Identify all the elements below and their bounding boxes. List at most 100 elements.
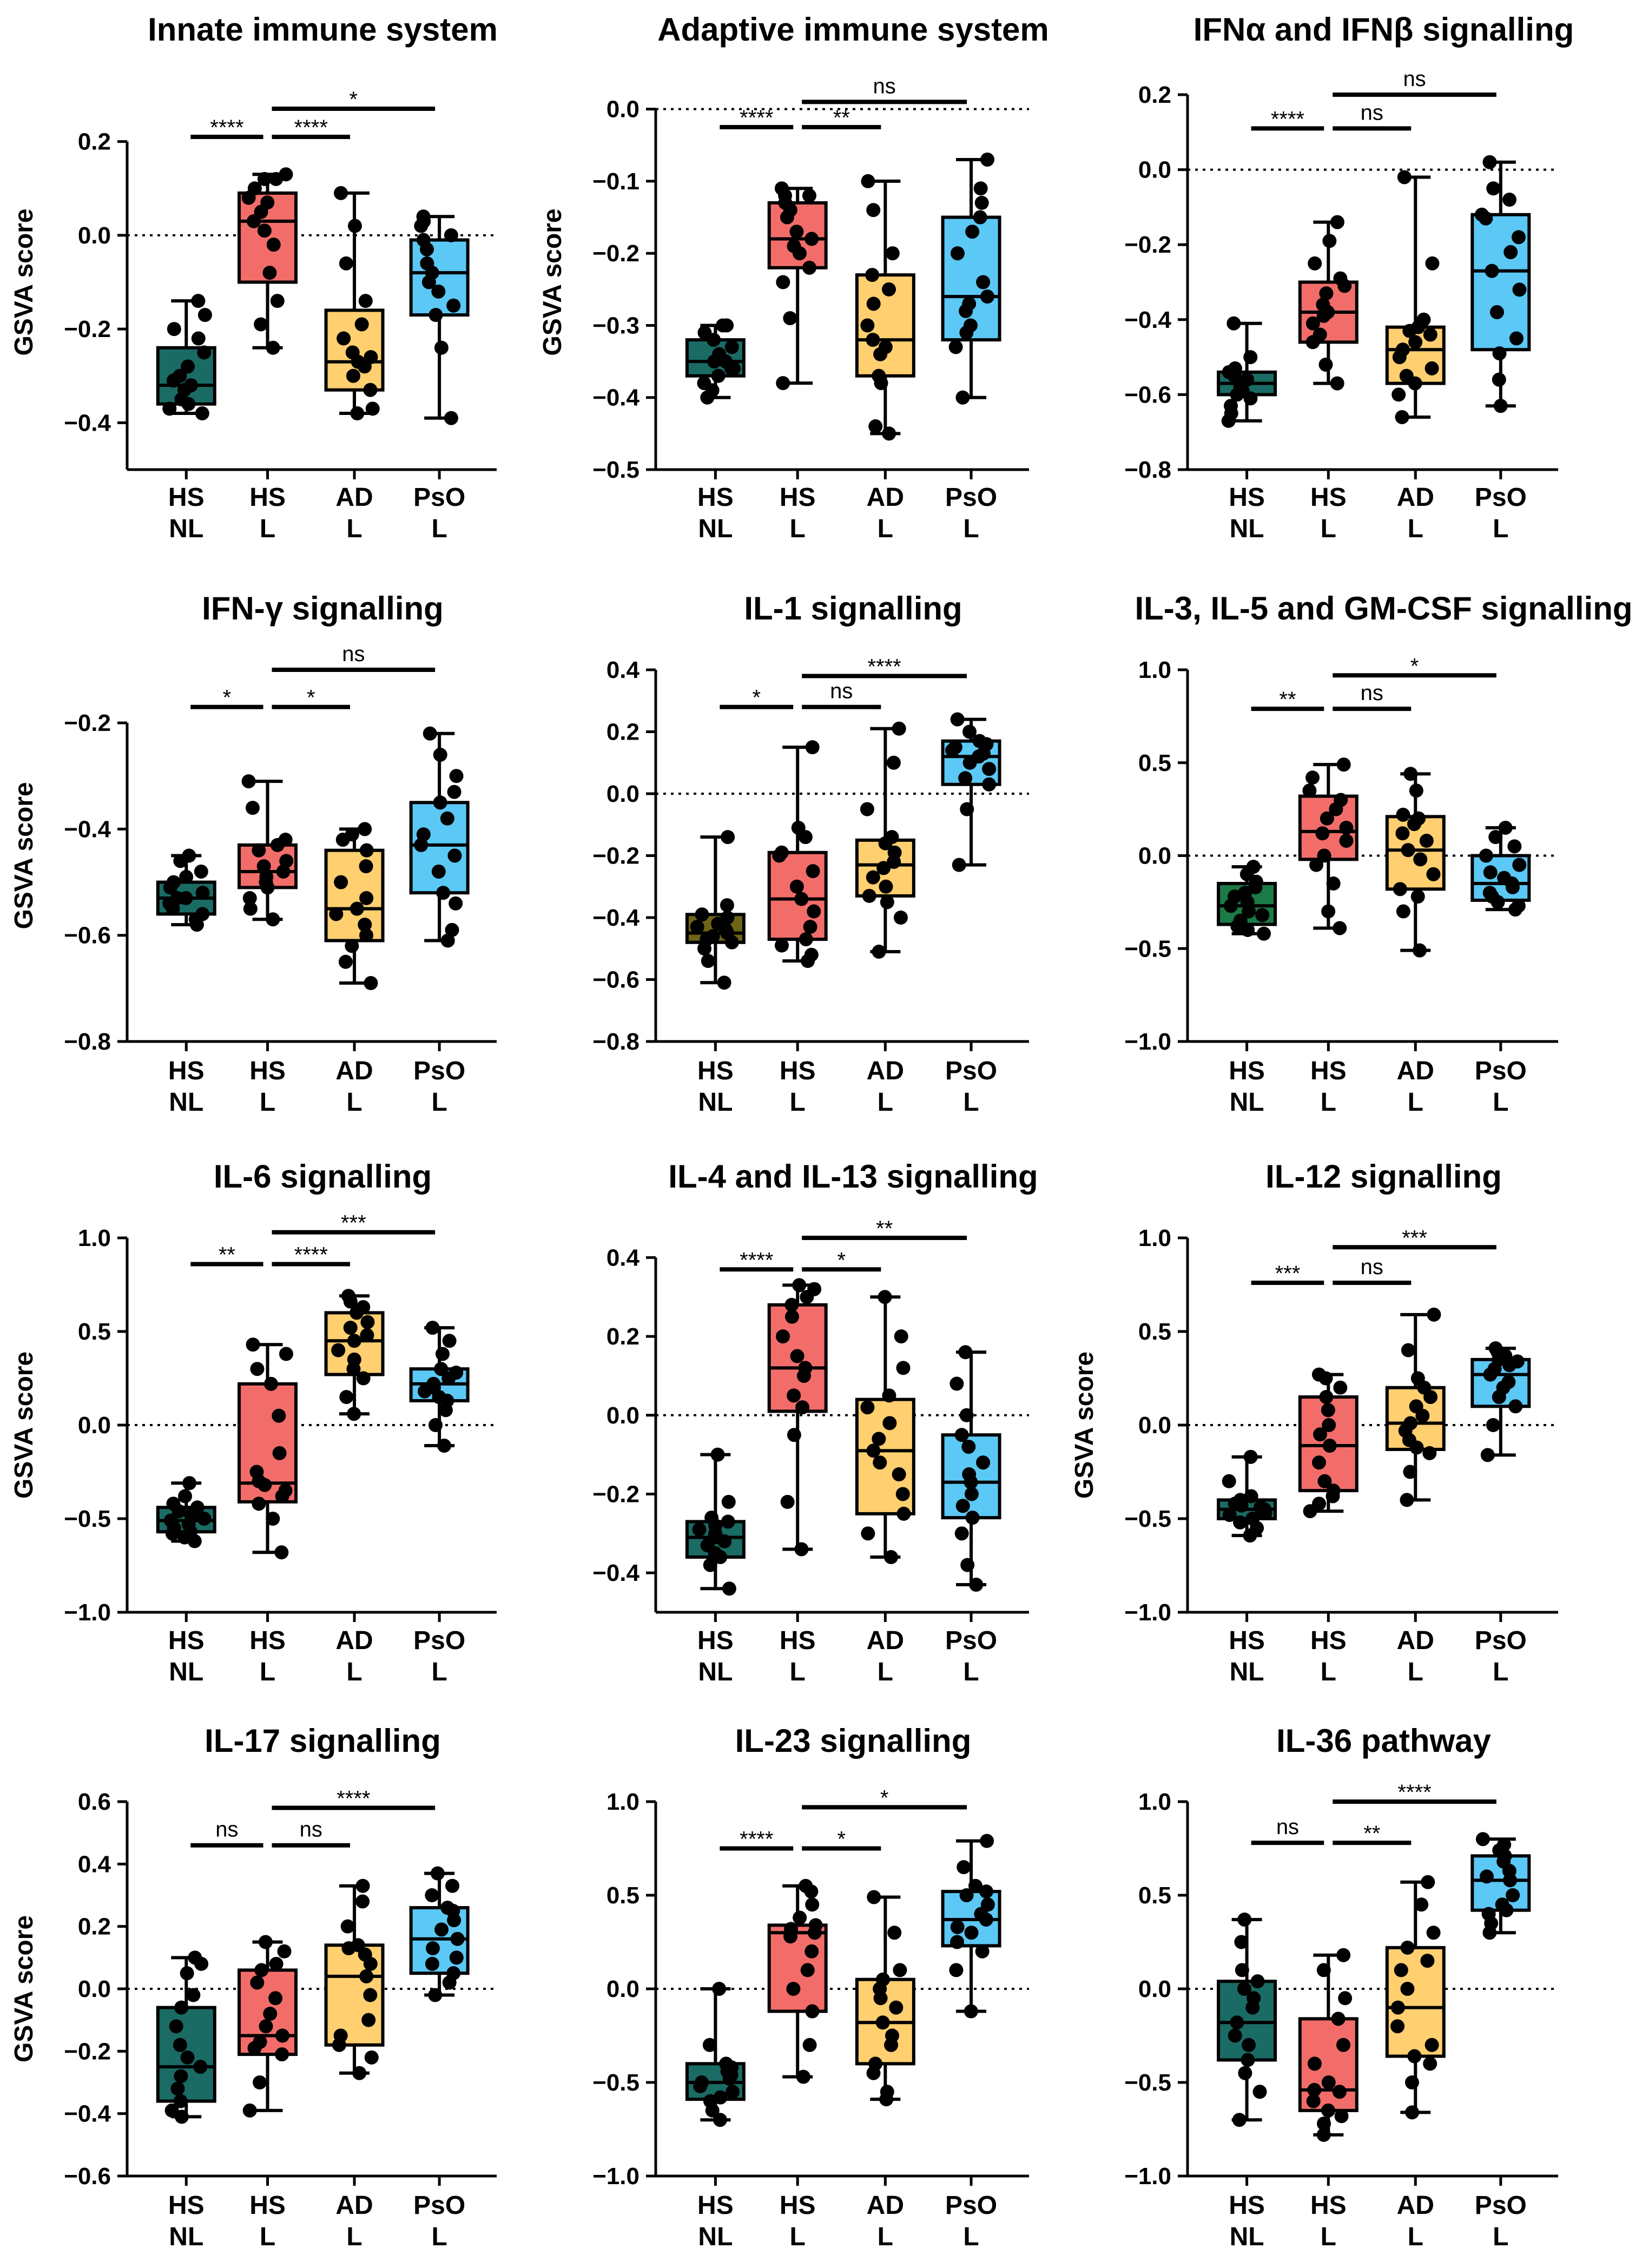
data-point	[1317, 2117, 1331, 2131]
y-tick-label: 0.2	[606, 1323, 639, 1350]
data-point	[964, 1926, 979, 1940]
data-point	[193, 2060, 208, 2074]
significance-label: ****	[210, 116, 243, 140]
data-point	[692, 1522, 707, 1537]
data-point	[894, 1329, 908, 1344]
data-point	[1425, 361, 1439, 375]
data-point	[1414, 1897, 1429, 1912]
data-point	[359, 859, 373, 874]
data-point	[887, 1926, 902, 1940]
y-tick-label: 0.0	[606, 1976, 639, 2002]
x-category-label-line2: L	[431, 1088, 447, 1117]
significance-label: **	[219, 1243, 235, 1267]
data-point	[886, 755, 901, 770]
data-point	[1485, 263, 1499, 278]
x-category-label-line1: AD	[867, 483, 904, 512]
data-point	[449, 896, 463, 911]
data-point	[1321, 2103, 1336, 2118]
data-point	[1243, 1449, 1258, 1464]
data-point	[254, 1963, 269, 1977]
y-tick-label: 0.2	[78, 129, 111, 155]
data-point	[893, 911, 908, 925]
significance-label: ns	[1403, 67, 1426, 91]
panel-title: IL-36 pathway	[1276, 1723, 1491, 1759]
data-point	[1330, 215, 1344, 229]
data-point	[1313, 1427, 1327, 1442]
significance-label: ****	[294, 116, 328, 140]
significance-label: *	[837, 1828, 846, 1851]
data-point	[896, 1506, 911, 1521]
y-tick-label: 0.5	[1138, 1318, 1171, 1345]
x-category-label-line2: L	[1408, 1088, 1423, 1117]
data-point	[1322, 1439, 1337, 1453]
data-point	[1252, 2085, 1267, 2099]
data-point	[447, 784, 461, 799]
data-point	[713, 2090, 728, 2105]
data-point	[1412, 811, 1426, 826]
data-point	[428, 308, 443, 322]
data-point	[705, 929, 720, 944]
data-point	[250, 1362, 265, 1376]
data-point	[1422, 1446, 1437, 1460]
data-point	[1508, 1399, 1523, 1414]
data-point	[182, 1476, 197, 1491]
data-point	[1321, 1403, 1335, 1418]
x-category-label-line2: L	[1493, 515, 1508, 543]
data-point	[973, 210, 987, 225]
data-point	[425, 1321, 440, 1335]
data-point	[428, 1418, 443, 1432]
significance-label: ns	[215, 1818, 238, 1842]
data-point	[803, 920, 817, 934]
data-point	[434, 340, 449, 355]
x-category-label-line2: NL	[698, 1658, 733, 1686]
y-tick-label: 0.5	[78, 1318, 111, 1345]
y-tick-label: 0.0	[78, 222, 111, 249]
data-point	[1420, 1954, 1435, 1968]
data-point	[893, 1963, 907, 1977]
data-point	[347, 1352, 361, 1367]
x-category-label-line1: AD	[335, 2191, 373, 2220]
data-point	[1394, 1963, 1408, 1977]
data-point	[425, 1888, 439, 1902]
y-tick-label: 0.4	[606, 657, 640, 683]
data-point	[1222, 1474, 1236, 1488]
data-point	[345, 345, 360, 360]
data-point	[445, 922, 459, 937]
x-category-label-line1: HS	[697, 1057, 734, 1085]
data-point	[1511, 230, 1526, 245]
x-category-label-line2: NL	[169, 2223, 203, 2251]
data-point	[1390, 2000, 1405, 2015]
data-point	[1409, 783, 1423, 798]
y-tick-label: 0.0	[606, 96, 639, 123]
data-point	[776, 1329, 790, 1344]
data-point	[866, 870, 880, 885]
data-point	[259, 2019, 273, 2034]
x-category-label-line1: PsO	[1475, 483, 1527, 512]
data-point	[1488, 1341, 1503, 1356]
x-category-label-line1: PsO	[413, 1057, 465, 1085]
x-category-label-line1: HS	[1229, 1626, 1265, 1655]
data-point	[793, 1910, 807, 1925]
x-category-label-line2: L	[878, 515, 893, 543]
data-point	[868, 2056, 883, 2071]
x-category-label-line2: L	[346, 2223, 362, 2251]
x-category-label-line2: L	[1321, 515, 1336, 543]
significance-label: *	[880, 1786, 889, 1810]
data-point	[275, 2028, 290, 2043]
data-point	[1326, 1484, 1341, 1498]
data-point	[783, 311, 797, 326]
significance-label: *	[223, 686, 232, 710]
data-point	[364, 350, 378, 365]
data-point	[885, 2028, 900, 2043]
data-point	[351, 1938, 365, 1953]
data-point	[962, 724, 977, 739]
panel-title: IL-4 and IL-13 signalling	[668, 1158, 1038, 1195]
data-point	[878, 340, 893, 354]
y-tick-label: −0.1	[592, 168, 639, 195]
data-point	[270, 294, 285, 308]
data-point	[1330, 376, 1344, 391]
data-point	[178, 1489, 193, 1504]
data-point	[274, 1545, 289, 1560]
data-point	[1395, 410, 1409, 424]
